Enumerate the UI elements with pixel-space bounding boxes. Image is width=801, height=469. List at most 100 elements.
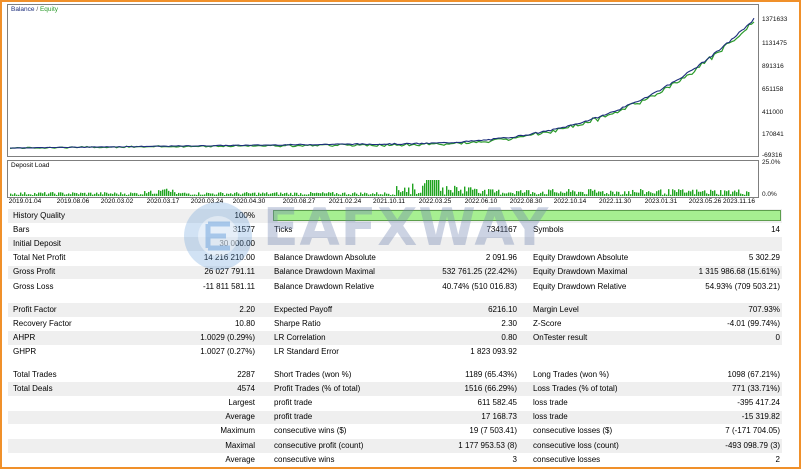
stats-v2: 1 823 093.92 [470, 347, 517, 357]
load-bar [672, 189, 674, 196]
load-bar [270, 193, 272, 196]
load-bar [412, 183, 414, 196]
load-bar [188, 193, 190, 196]
load-bar [24, 192, 26, 196]
load-bar [436, 180, 438, 196]
load-bar [572, 190, 574, 196]
stats-v3: 1 315 986.68 (15.61%) [698, 267, 780, 277]
stats-l3: consecutive loss (count) [533, 440, 619, 450]
load-bar [530, 194, 532, 196]
load-bar [402, 191, 404, 196]
load-bar [648, 191, 650, 196]
x-tick: 2020.03.24 [190, 198, 224, 205]
load-bar [206, 192, 208, 196]
history-quality-bar [273, 210, 781, 221]
load-bar [352, 193, 354, 196]
load-bar [60, 192, 62, 196]
load-bar [624, 191, 626, 196]
load-bar [192, 194, 194, 196]
load-bar [446, 186, 448, 196]
load-bar [368, 194, 370, 196]
load-bar [696, 189, 698, 196]
load-bar [10, 193, 12, 196]
load-bar [510, 192, 512, 196]
load-bar [674, 190, 676, 196]
load-bar [362, 194, 364, 196]
load-bar [732, 191, 734, 196]
load-bar [312, 193, 314, 196]
x-tick: 2019.08.06 [56, 198, 90, 205]
stats-r1: Maximal [225, 440, 255, 450]
load-bar [108, 193, 110, 196]
load-bar [656, 191, 658, 196]
x-tick: 2020.03.02 [100, 198, 134, 205]
load-bar [146, 193, 148, 196]
load-bar [652, 193, 654, 196]
history-quality-label: History Quality [13, 210, 66, 220]
load-bar [462, 193, 464, 196]
stats-l3: loss trade [533, 397, 568, 407]
load-bar [248, 193, 250, 196]
load-bar [512, 193, 514, 196]
load-bar [500, 194, 502, 196]
load-bar [98, 194, 100, 196]
load-bar [626, 193, 628, 196]
load-bar [508, 192, 510, 196]
stats-l2: profit trade [274, 412, 313, 422]
load-bar [424, 183, 426, 196]
load-bar [602, 191, 604, 196]
load-bar [556, 192, 558, 196]
stats-l2: LR Standard Error [274, 347, 339, 357]
load-bar [178, 192, 180, 196]
load-bar [234, 192, 236, 196]
load-bottom-label: 0.0% [762, 191, 777, 198]
stats-v3: 14 [771, 224, 780, 234]
load-bar [180, 193, 182, 196]
stats-row: Maximal consecutive profit (count) 1 177 9… [8, 439, 782, 453]
load-bar [682, 189, 684, 196]
load-bar [120, 192, 122, 196]
load-bar [268, 194, 270, 196]
load-bar [618, 191, 620, 196]
load-bar [492, 189, 494, 196]
stats-row: Initial Deposit 30 000.00 [8, 237, 782, 251]
load-bar [544, 194, 546, 196]
load-bar [154, 193, 156, 196]
load-bar [406, 192, 408, 196]
load-bar [288, 194, 290, 196]
stats-v2: 3 [512, 454, 517, 464]
load-bar [528, 190, 530, 196]
load-bar [334, 194, 336, 196]
load-bar [566, 191, 568, 196]
load-bar [198, 192, 200, 196]
load-bar [90, 192, 92, 196]
x-tick: 2022.06.10 [464, 198, 498, 205]
load-bar [208, 193, 210, 196]
load-bar [392, 194, 394, 196]
load-bar [642, 190, 644, 196]
load-bar [576, 194, 578, 196]
load-bar [250, 193, 252, 196]
load-bar [558, 193, 560, 196]
stats-v3: -4.01 (99.74%) [727, 318, 780, 328]
load-bar [628, 191, 630, 196]
load-bar [236, 192, 238, 196]
stats-v3: 771 (33.71%) [731, 383, 780, 393]
load-bar [218, 192, 220, 196]
load-bar [348, 194, 350, 196]
stats-v2: 1 177 953.53 (8) [458, 440, 517, 450]
stats-v2: 1516 (66.29%) [464, 383, 517, 393]
load-bar [384, 192, 386, 196]
load-bar [366, 193, 368, 196]
load-bar [350, 194, 352, 196]
load-bar [422, 185, 424, 196]
stats-l2: LR Correlation [274, 332, 326, 342]
load-bar [416, 193, 418, 196]
stats-row: Maximum consecutive wins ($) 19 (7 503.41)… [8, 425, 782, 439]
load-bar [430, 180, 432, 196]
load-bar [106, 192, 108, 196]
load-bar [168, 190, 170, 196]
load-bar [644, 194, 646, 196]
load-bar [58, 192, 60, 196]
load-bar [56, 194, 58, 196]
